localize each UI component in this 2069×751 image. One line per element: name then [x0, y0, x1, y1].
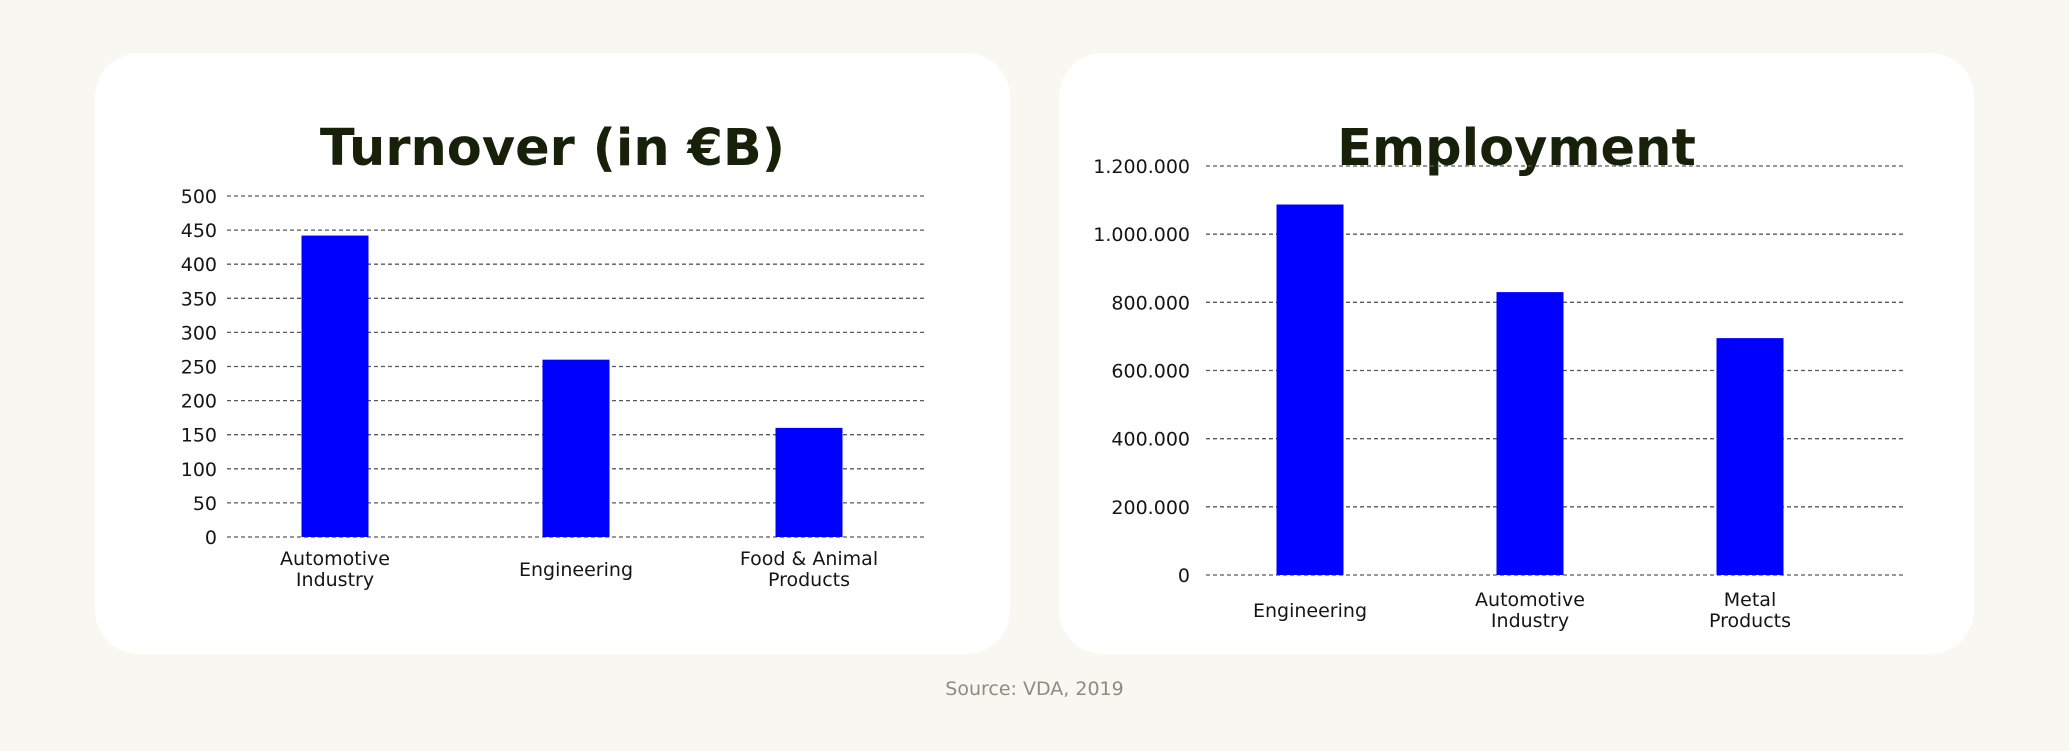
employment-y-tick-label: 1.200.000 — [1093, 156, 1190, 178]
employment-y-tick-label: 0 — [1178, 565, 1190, 587]
turnover-x-label-line: Products — [768, 569, 850, 591]
employment-x-label: Metal Products — [1709, 589, 1791, 632]
turnover-x-label-line: Automotive — [280, 548, 390, 570]
turnover-x-label: Food & Animal Products — [740, 548, 878, 591]
turnover-x-labels: Automotive Industry Engineering Food & Anim… — [280, 548, 878, 591]
employment-chart-title: Employment — [1337, 119, 1696, 178]
turnover-bar — [301, 235, 369, 537]
turnover-y-tick-label: 250 — [181, 357, 217, 379]
employment-x-label-line: Products — [1709, 610, 1791, 632]
turnover-y-ticks: 0 50 100 150 200 250 300 350 400 450 500 — [181, 186, 217, 549]
employment-y-tick-label: 800.000 — [1111, 292, 1190, 314]
turnover-y-tick-label: 50 — [193, 493, 217, 515]
employment-y-tick-label: 600.000 — [1111, 361, 1190, 383]
source-note: Source: VDA, 2019 — [945, 678, 1124, 700]
turnover-y-tick-label: 450 — [181, 220, 217, 242]
employment-x-label: Automotive Industry — [1475, 589, 1585, 632]
employment-bar — [1496, 292, 1564, 575]
turnover-bar — [775, 427, 843, 537]
turnover-y-tick-label: 0 — [205, 527, 217, 549]
turnover-y-tick-label: 400 — [181, 254, 217, 276]
turnover-y-tick-label: 500 — [181, 186, 217, 208]
employment-y-ticks: 0 200.000 400.000 600.000 800.000 1.000.000 1.… — [1093, 156, 1190, 587]
turnover-chart-card: Turnover (in €B) 0 50 100 150 200 250 300 350 40… — [95, 53, 1010, 654]
employment-x-label-line: Metal — [1724, 589, 1776, 611]
turnover-bars — [301, 235, 843, 537]
employment-bar — [1276, 204, 1344, 575]
turnover-y-tick-label: 200 — [181, 391, 217, 413]
turnover-y-tick-label: 150 — [181, 425, 217, 447]
employment-x-label: Engineering — [1253, 600, 1367, 622]
turnover-bar — [542, 359, 610, 537]
turnover-x-label-line: Industry — [296, 569, 374, 591]
turnover-y-tick-label: 100 — [181, 459, 217, 481]
turnover-x-label-line: Food & Animal — [740, 548, 878, 570]
employment-y-tick-label: 400.000 — [1111, 429, 1190, 451]
employment-y-tick-label: 1.000.000 — [1093, 224, 1190, 246]
employment-bar — [1716, 338, 1784, 575]
employment-x-label-line: Automotive — [1475, 589, 1585, 611]
employment-x-label-line: Engineering — [1253, 600, 1367, 622]
turnover-chart-title: Turnover (in €B) — [319, 119, 786, 178]
turnover-y-tick-label: 300 — [181, 322, 217, 344]
employment-bars — [1276, 204, 1784, 575]
employment-y-tick-label: 200.000 — [1111, 497, 1190, 519]
employment-chart-card: Employment 0 200.000 400.000 600.000 800.000… — [1059, 53, 1974, 654]
turnover-y-tick-label: 350 — [181, 288, 217, 310]
employment-x-labels: Engineering Automotive Industry Metal Produc… — [1253, 589, 1791, 632]
turnover-chart: 0 50 100 150 200 250 300 350 400 450 500 Automotive… — [181, 186, 927, 591]
employment-chart: 0 200.000 400.000 600.000 800.000 1.000.000 1.… — [1093, 156, 1906, 632]
employment-x-label-line: Industry — [1491, 610, 1569, 632]
turnover-x-label: Engineering — [519, 559, 633, 581]
turnover-x-label: Automotive Industry — [280, 548, 390, 591]
turnover-x-label-line: Engineering — [519, 559, 633, 581]
